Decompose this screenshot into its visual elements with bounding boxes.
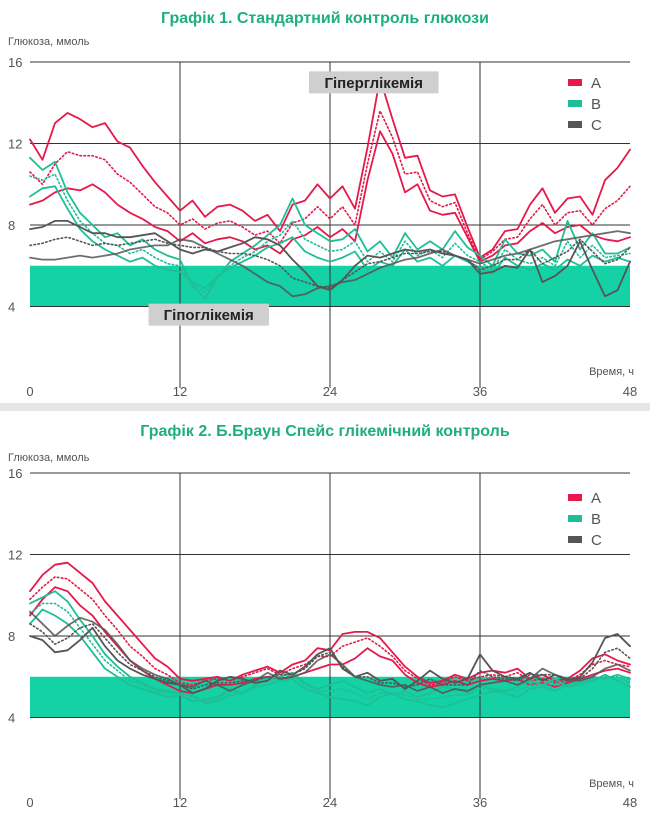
legend-label-b: B	[591, 511, 601, 528]
chart-2: 16 12 8 4 0 12 24 36 48 Глюкоза, ммоль Время, ч ABC	[8, 452, 637, 810]
series-line-b-solid	[29, 185, 631, 290]
y-tick-label: 4	[8, 711, 15, 726]
chart-2-title: Графік 2. Б.Браун Спейс глікемічний конт…	[140, 423, 510, 440]
x-tick-label: 24	[323, 384, 337, 399]
legend-swatch-c	[568, 121, 582, 128]
series-line-a-solid	[29, 77, 631, 259]
y-tick-label: 12	[8, 137, 22, 152]
legend-swatch-a	[568, 494, 582, 501]
y-tick-label: 12	[8, 548, 22, 563]
legend-label-c: C	[591, 532, 602, 549]
x-tick-label: 12	[173, 795, 187, 810]
chart-1-title: Графік 1. Стандартний контроль глюкози	[161, 10, 489, 27]
annotation-box	[308, 71, 439, 94]
x-tick-label: 24	[323, 795, 337, 810]
chart-panel-2: Графік 2. Б.Браун Спейс глікемічний конт…	[0, 411, 650, 820]
legend-swatch-b	[568, 515, 582, 522]
series-line-a-solid	[29, 130, 631, 263]
x-tick-label: 12	[173, 384, 187, 399]
y-tick-label: 8	[8, 629, 15, 644]
y-tick-label: 16	[8, 466, 22, 481]
series-line-a-dotted	[29, 110, 631, 261]
legend-label-a: A	[591, 75, 601, 92]
x-axis-label: Время, ч	[589, 778, 634, 790]
series-line-c-dotted	[29, 623, 631, 690]
series-line-b-dotted	[29, 173, 631, 294]
legend-label-b: B	[591, 96, 601, 113]
series-line-c-solid	[29, 610, 631, 695]
legend-label-a: A	[591, 490, 601, 507]
x-axis-label: Время, ч	[589, 366, 634, 378]
legend-swatch-c	[568, 536, 582, 543]
section-divider	[0, 403, 650, 411]
y-tick-label: 4	[8, 300, 15, 315]
chart-1: 16 12 8 4 0 12 24 36 48 Глюкоза, ммоль Время, ч ABC…	[8, 36, 637, 399]
x-tick-label: 0	[26, 795, 33, 810]
y-tick-label: 8	[8, 218, 15, 233]
series-line-b-solid	[29, 608, 631, 703]
x-tick-label: 36	[473, 795, 487, 810]
annotation-box	[148, 303, 269, 326]
series-line-c-solid	[29, 626, 631, 695]
x-tick-label: 0	[26, 384, 33, 399]
annotation-label: Гіпоглікемія	[164, 307, 254, 324]
annotation-label: Гіперглікемія	[325, 75, 423, 92]
x-tick-label: 48	[623, 795, 637, 810]
y-axis-label: Глюкоза, ммоль	[8, 36, 90, 48]
series-line-c-dotted	[29, 236, 631, 290]
y-axis-label: Глюкоза, ммоль	[8, 452, 90, 464]
x-tick-label: 36	[473, 384, 487, 399]
series-line-b-solid	[29, 156, 631, 300]
series-line-b-dotted	[29, 602, 631, 703]
chart-panel-1: Графік 1. Стандартний контроль глюкози 1…	[8, 10, 638, 399]
series-line-b-solid	[29, 590, 631, 709]
legend-label-c: C	[591, 117, 602, 134]
x-tick-label: 48	[623, 384, 637, 399]
legend-swatch-b	[568, 100, 582, 107]
y-tick-label: 16	[8, 55, 22, 70]
legend-swatch-a	[568, 79, 582, 86]
